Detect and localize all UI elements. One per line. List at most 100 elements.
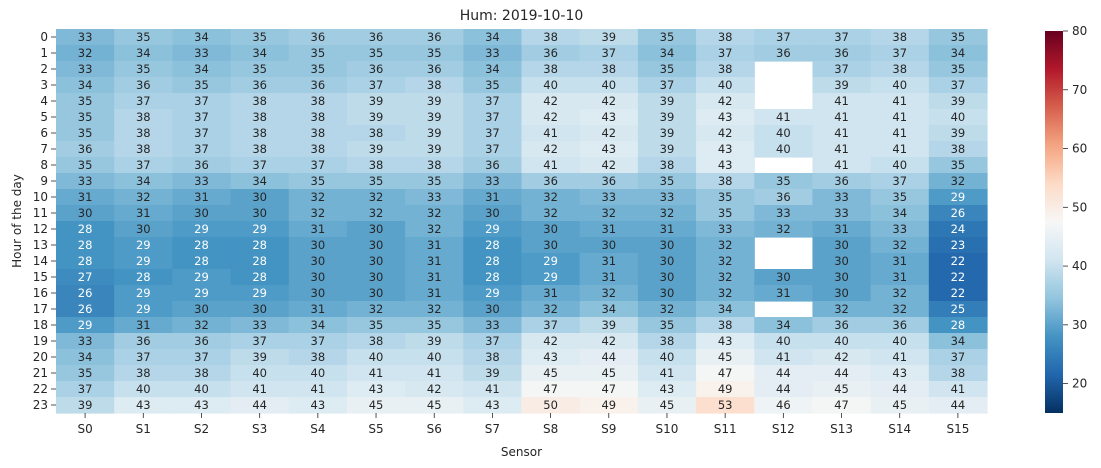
cell-label: 29 — [194, 270, 209, 284]
heatmap-cell — [288, 29, 348, 46]
heatmap-cell — [637, 221, 697, 238]
heatmap-cell — [696, 301, 755, 318]
cell-label: 32 — [601, 286, 616, 300]
x-tick-label: S10 — [656, 422, 679, 436]
cell-label: 41 — [834, 126, 849, 140]
cell-label: 30 — [834, 238, 849, 252]
heatmap-cell — [230, 237, 290, 254]
heatmap-cell — [405, 317, 464, 334]
cell-label: 32 — [311, 190, 326, 204]
heatmap-cell — [754, 285, 814, 302]
heatmap-cell — [114, 221, 173, 238]
heatmap-cell — [114, 253, 173, 270]
cell-label: 39 — [427, 142, 442, 156]
heatmap-cell — [521, 141, 581, 158]
cell-label: 24 — [951, 222, 966, 236]
heatmap-cell — [172, 189, 232, 206]
cell-label: 33 — [78, 174, 93, 188]
cell-label: 43 — [194, 398, 209, 412]
heatmap-cell — [928, 365, 988, 382]
cell-label: 43 — [369, 382, 384, 396]
cell-label: 28 — [252, 270, 267, 284]
cell-label: 30 — [543, 222, 558, 236]
cell-label: 32 — [543, 206, 558, 220]
heatmap-cell — [579, 381, 639, 398]
heatmap-cell — [56, 141, 115, 158]
heatmap-cell — [870, 61, 930, 78]
heatmap-cell — [463, 77, 523, 94]
cell-label: 44 — [601, 350, 616, 364]
heatmap-cell — [696, 77, 755, 94]
heatmap-cell — [230, 173, 290, 190]
heatmap-cell — [696, 397, 755, 414]
cell-label: 41 — [892, 94, 907, 108]
heatmap-cell — [56, 189, 115, 206]
cell-label: 28 — [252, 254, 267, 268]
cell-label: 37 — [834, 30, 849, 44]
heatmap-cell — [230, 333, 290, 350]
cell-label: 32 — [543, 302, 558, 316]
cell-label: 30 — [194, 302, 209, 316]
heatmap-cell — [754, 125, 814, 142]
cell-label: 42 — [718, 126, 733, 140]
heatmap-cell — [579, 77, 639, 94]
cell-label: 37 — [485, 94, 500, 108]
cell-label: 29 — [78, 318, 93, 332]
heatmap-cell — [463, 109, 523, 126]
heatmap-cell — [637, 301, 697, 318]
cell-label: 43 — [660, 382, 675, 396]
cell-label: 41 — [252, 382, 267, 396]
cell-label: 31 — [136, 206, 151, 220]
cell-label: 32 — [543, 190, 558, 204]
heatmap-cell — [463, 221, 523, 238]
heatmap-cell — [521, 397, 581, 414]
heatmap-cell — [405, 109, 464, 126]
heatmap-cell — [230, 365, 290, 382]
cell-label: 28 — [485, 270, 500, 284]
heatmap-cell — [288, 205, 348, 222]
cell-label: 33 — [485, 318, 500, 332]
cell-label: 31 — [136, 318, 151, 332]
heatmap-cell — [521, 221, 581, 238]
cell-label: 43 — [485, 398, 500, 412]
cell-label: 37 — [718, 46, 733, 60]
heatmap-cell — [230, 45, 290, 62]
heatmap-cell — [172, 29, 232, 46]
heatmap-cell — [754, 189, 814, 206]
heatmap-cell — [114, 93, 173, 110]
heatmap-cell — [463, 397, 523, 414]
heatmap-cell — [114, 157, 173, 174]
cell-label: 30 — [834, 270, 849, 284]
cell-label: 41 — [892, 142, 907, 156]
heatmap-cell — [870, 269, 930, 286]
heatmap-cell — [463, 301, 523, 318]
cell-label: 38 — [485, 350, 500, 364]
cell-label: 35 — [78, 366, 93, 380]
cell-label: 35 — [892, 190, 907, 204]
cell-label: 39 — [369, 110, 384, 124]
x-tick-label: S7 — [485, 422, 500, 436]
heatmap-cell — [230, 77, 290, 94]
heatmap-cell — [928, 333, 988, 350]
cell-label: 37 — [485, 126, 500, 140]
cell-label: 28 — [78, 222, 93, 236]
cell-label: 45 — [834, 382, 849, 396]
cell-label: 38 — [718, 318, 733, 332]
cell-label: 37 — [485, 142, 500, 156]
heatmap-cell — [114, 109, 173, 126]
heatmap-cell — [870, 333, 930, 350]
x-tick-label: S2 — [194, 422, 209, 436]
heatmap-cell — [114, 285, 173, 302]
heatmap-cell — [754, 381, 814, 398]
cell-label: 44 — [252, 398, 267, 412]
heatmap-cell — [230, 381, 290, 398]
cell-label: 38 — [136, 110, 151, 124]
heatmap-cell — [637, 253, 697, 270]
heatmap-cell — [870, 93, 930, 110]
x-tick-label: S11 — [714, 422, 737, 436]
cell-label: 30 — [776, 270, 791, 284]
heatmap-cell — [463, 381, 523, 398]
cell-label: 22 — [951, 286, 966, 300]
heatmap-cell — [114, 45, 173, 62]
cell-label: 30 — [485, 206, 500, 220]
